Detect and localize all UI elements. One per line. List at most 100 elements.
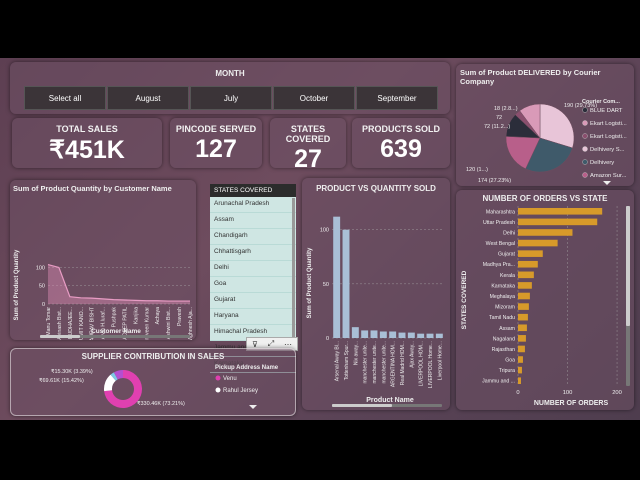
legend-marker [582, 133, 588, 139]
product-bar[interactable] [417, 333, 425, 338]
supplier-legend-item: Venu [223, 376, 237, 382]
supplier-label-1: ₹69.61K (15.42%) [39, 377, 84, 384]
product-bar[interactable] [351, 327, 359, 338]
supplier-panel: SUPPLIER CONTRIBUTION IN SALES ₹15.30K (… [10, 348, 296, 416]
state-option[interactable]: Gujarat [210, 293, 296, 309]
orders-bar[interactable] [518, 324, 527, 332]
month-option-july[interactable]: July [190, 86, 272, 110]
legend-marker [215, 387, 221, 393]
states-slicer-header: STATES COVERED [210, 184, 296, 197]
courier-slice[interactable] [525, 137, 573, 173]
product-bar[interactable] [407, 332, 415, 338]
filter-icon[interactable]: ⊽ [251, 339, 258, 349]
state-option[interactable]: Arunachal Pradesh [210, 197, 296, 213]
state-option[interactable]: Delhi [210, 261, 296, 277]
orders-bar[interactable] [518, 218, 598, 226]
x-tick-label: LIVERPOOL HOM... [419, 341, 425, 386]
orders-bar[interactable] [518, 303, 529, 310]
orders-state-scroll-thumb[interactable] [626, 206, 630, 326]
product-chart-xlabel: Product Name [366, 397, 414, 404]
product-chart-scroll-thumb[interactable] [332, 404, 392, 407]
state-option[interactable]: Haryana [210, 309, 296, 325]
state-option[interactable]: Chandigarh [210, 229, 296, 245]
x-tick-label: manchester unite... [363, 341, 369, 384]
orders-bar[interactable] [518, 377, 521, 384]
legend-marker [215, 375, 221, 381]
y-tick-label: 100 [36, 265, 45, 271]
month-option-select-all[interactable]: Select all [24, 86, 106, 110]
state-option[interactable]: Goa [210, 277, 296, 293]
focus-mode-icon[interactable]: ⤢ [267, 339, 275, 348]
supplier-scroll-down-icon[interactable] [249, 405, 257, 409]
courier-slice[interactable] [519, 103, 541, 139]
y-tick-label: Delhi [503, 230, 515, 236]
orders-bar[interactable] [518, 366, 522, 374]
orders-bar[interactable] [518, 282, 532, 289]
courier-slice[interactable] [505, 136, 541, 170]
orders-bar[interactable] [518, 292, 530, 300]
product-bar[interactable] [361, 330, 369, 338]
product-bar[interactable] [370, 330, 378, 338]
product-bar[interactable] [435, 333, 443, 338]
product-bar[interactable] [389, 331, 397, 339]
pincode-served-label: PINCODE SERVED [175, 124, 257, 134]
states-covered-label: STATES COVERED [285, 124, 331, 144]
y-tick-label: 0 [326, 336, 329, 342]
x-tick-label: Ajax Away... [409, 341, 415, 368]
orders-bar[interactable] [518, 229, 573, 236]
orders-bar[interactable] [518, 260, 538, 268]
scroll-down-icon[interactable] [603, 181, 611, 185]
product-bar[interactable] [333, 216, 341, 338]
states-slicer-scrollbar[interactable] [292, 198, 295, 338]
x-tick-label: 0 [516, 390, 519, 396]
supplier-slice[interactable] [113, 370, 123, 380]
x-tick-label: Vighnesh Aja... [188, 307, 194, 340]
orders-bar[interactable] [518, 208, 603, 215]
product-bar[interactable] [342, 229, 350, 338]
orders-bar[interactable] [518, 356, 523, 363]
courier-legend-item: Ekart Logisti... [590, 134, 627, 140]
x-tick-label: PRADEEP PATIL [122, 307, 128, 340]
supplier-slice[interactable] [103, 374, 116, 392]
legend-marker [582, 107, 588, 113]
x-tick-label: GAURAV BISHT [90, 306, 96, 340]
x-tick-label: Achaya [155, 307, 161, 324]
product-bar[interactable] [398, 332, 406, 338]
more-options-icon[interactable]: ⋯ [284, 339, 293, 349]
state-option[interactable]: Assam [210, 213, 296, 229]
orders-bar[interactable] [518, 271, 534, 279]
orders-bar[interactable] [518, 335, 526, 342]
y-tick-label: Madhya Pra... [483, 262, 515, 268]
orders-bar[interactable] [518, 239, 558, 247]
orders-bar[interactable] [518, 250, 543, 257]
y-tick-label: Rajasthan [492, 347, 515, 353]
customer-chart-scroll-thumb[interactable] [40, 335, 80, 338]
total-sales-card: TOTAL SALES ₹451K [12, 118, 162, 168]
month-option-september[interactable]: September [356, 86, 438, 110]
courier-label-3: 120 (1...) [466, 167, 488, 173]
orders-bar[interactable] [518, 345, 525, 353]
product-bar[interactable] [379, 331, 387, 339]
month-option-october[interactable]: October [273, 86, 355, 110]
month-option-august[interactable]: August [107, 86, 189, 110]
courier-label-1: 18 (2.8...) [494, 106, 518, 112]
courier-pie-title: Sum of Product DELIVERED by Courier Comp… [460, 68, 601, 86]
legend-marker [582, 120, 588, 126]
supplier-slice[interactable] [104, 370, 142, 408]
courier-legend-item: Ekart Logisti... [590, 121, 627, 127]
total-sales-value: ₹451K [49, 136, 125, 164]
courier-slice[interactable] [539, 103, 575, 149]
orders-state-svg: 0 100 200 Maharashtra Uttar Pradesh Delhi West… [461, 206, 630, 407]
state-option[interactable]: Chhattisgarh [210, 245, 296, 261]
courier-legend-item: Amazon Sur... [590, 173, 627, 179]
courier-legend-item: BLUE DART [590, 108, 623, 114]
product-bar[interactable] [426, 333, 434, 338]
product-chart-panel: PRODUCT VS QUANTITY SOLD 100 50 0 Arsenal A… [302, 178, 450, 410]
y-tick-label: Kerala [500, 273, 515, 279]
customer-chart-panel: Sum of Product Quantity by Customer Name… [10, 180, 196, 340]
orders-bar[interactable] [518, 313, 528, 321]
supplier-slice[interactable] [110, 372, 118, 381]
products-sold-label: PRODUCTS SOLD [361, 124, 440, 134]
products-sold-value: 639 [380, 135, 422, 163]
customer-chart-xlabel: Customer Name [91, 328, 141, 335]
